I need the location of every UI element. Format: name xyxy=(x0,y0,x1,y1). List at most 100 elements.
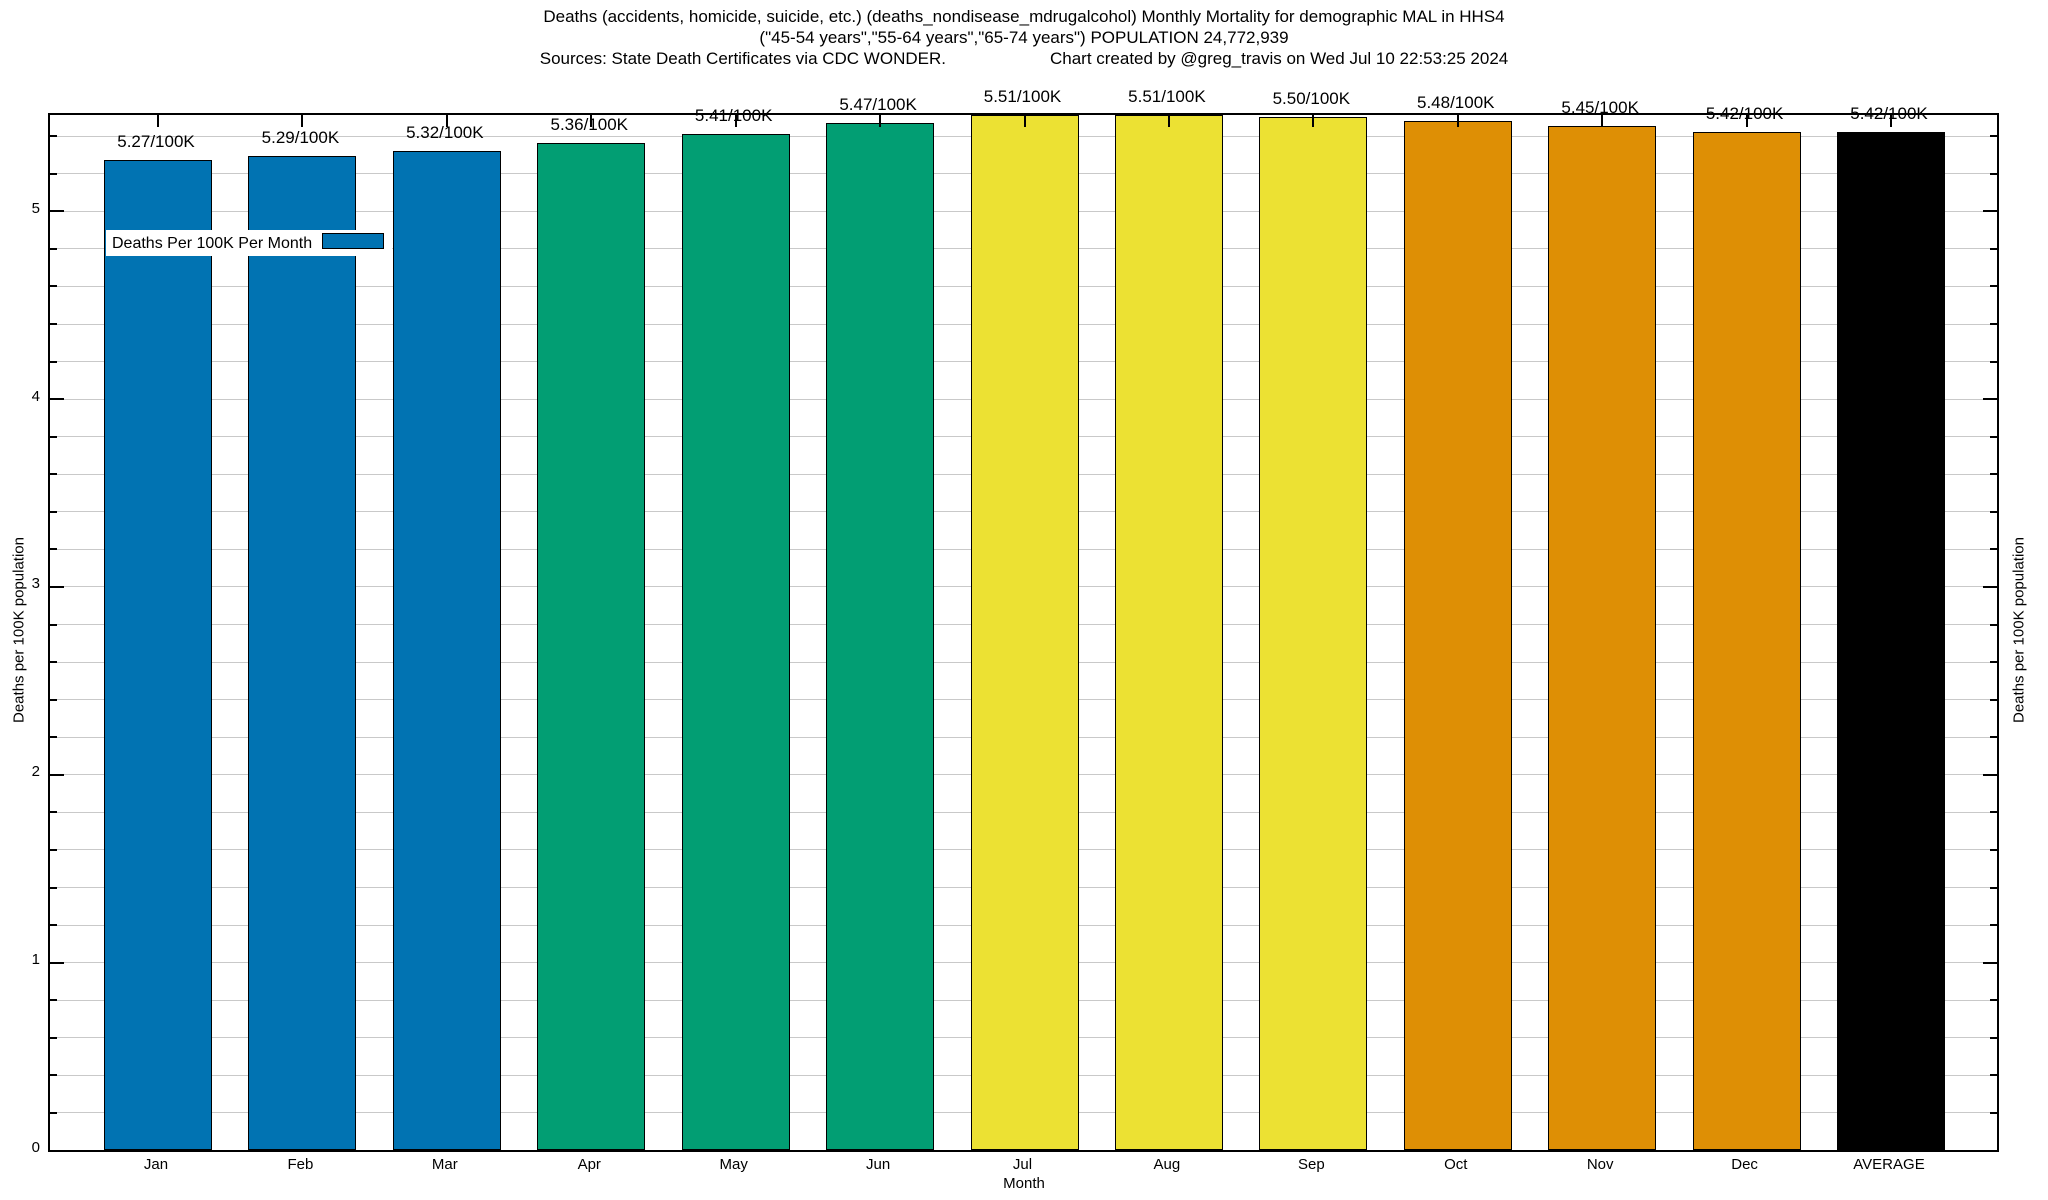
left-axis-tick-4 xyxy=(50,398,64,401)
bar-oct xyxy=(1403,120,1512,1150)
y-tick-label-0: 0 xyxy=(31,1139,40,1156)
chart-title-line2: ("45-54 years","55-64 years","65-74 year… xyxy=(759,28,1289,47)
right-axis-tick-4.6 xyxy=(1990,285,1997,288)
x-tick-label-may: May xyxy=(719,1156,748,1173)
left-axis-tick-4.4 xyxy=(50,323,57,325)
bar-value-label-nov: 5.45/100K xyxy=(1561,98,1639,118)
bar-jul xyxy=(970,115,1079,1150)
bar-value-label-average: 5.42/100K xyxy=(1850,103,1928,123)
top-axis-tick-jul xyxy=(1023,115,1026,127)
bar-sep xyxy=(1259,116,1368,1150)
left-axis-tick-4.2 xyxy=(50,360,57,363)
right-axis-tick-3.4 xyxy=(1990,510,1997,513)
x-tick-label-aug: Aug xyxy=(1153,1156,1181,1173)
left-axis-tick-3.6 xyxy=(50,473,57,476)
bar-value-label-dec: 5.42/100K xyxy=(1705,103,1784,123)
left-axis-tick-1.4 xyxy=(50,886,57,889)
x-tick-label-average: AVERAGE xyxy=(1853,1156,1925,1173)
x-tick-label-jun: Jun xyxy=(865,1156,891,1173)
right-axis-tick-0.4 xyxy=(1990,1074,1997,1077)
bar-value-label-jan: 5.27/100K xyxy=(117,132,195,152)
x-tick-label-oct: Oct xyxy=(1444,1156,1468,1173)
y-tick-label-3: 3 xyxy=(31,575,40,593)
left-axis-tick-4.8 xyxy=(50,247,57,250)
bar-value-label-oct: 5.48/100K xyxy=(1416,92,1495,112)
sources-text: Sources: State Death Certificates via CD… xyxy=(539,49,946,68)
top-axis-tick-feb xyxy=(301,115,304,127)
bar-value-label-may: 5.41/100K xyxy=(694,105,773,125)
left-axis-tick-1.8 xyxy=(50,811,57,814)
bar-value-label-aug: 5.51/100K xyxy=(1128,87,1206,106)
right-axis-tick-0.2 xyxy=(1990,1111,1997,1114)
x-tick-label-jan: Jan xyxy=(143,1156,169,1173)
left-axis-tick-2.8 xyxy=(50,623,57,626)
right-axis-tick-3.8 xyxy=(1990,435,1997,438)
top-axis-tick-oct xyxy=(1456,115,1459,127)
bar-apr xyxy=(537,143,646,1150)
left-axis-tick-0.6 xyxy=(50,1036,57,1039)
x-axis-label: Month xyxy=(1003,1175,1045,1192)
left-axis-tick-4.6 xyxy=(50,285,57,288)
bar-nov xyxy=(1548,126,1657,1150)
right-axis-tick-4.2 xyxy=(1990,360,1997,363)
y-tick-label-4: 4 xyxy=(31,387,40,405)
left-axis-tick-1.2 xyxy=(50,924,57,927)
legend: Deaths Per 100K Per Month xyxy=(106,230,393,256)
y-tick-label-2: 2 xyxy=(31,763,40,781)
right-axis-tick-2.6 xyxy=(1990,661,1997,664)
x-tick-label-dec: Dec xyxy=(1731,1156,1758,1173)
bar-jan xyxy=(104,160,212,1150)
y-axis-label-left: Deaths per 100K population xyxy=(10,537,28,723)
left-axis-tick-3.2 xyxy=(50,548,57,551)
right-axis-tick-2 xyxy=(1983,773,1997,776)
plot-area: Deaths Per 100K Per Month xyxy=(48,113,1999,1152)
top-axis-tick-dec xyxy=(1745,115,1748,127)
right-axis-tick-5 xyxy=(1983,210,1997,213)
left-axis-tick-0.2 xyxy=(50,1111,57,1114)
right-axis-tick-1 xyxy=(1983,961,1997,964)
right-axis-tick-0.8 xyxy=(1990,999,1997,1002)
left-axis-tick-1 xyxy=(50,961,64,964)
right-axis-tick-1.8 xyxy=(1990,811,1997,814)
bar-may xyxy=(681,133,790,1150)
left-axis-tick-2.2 xyxy=(50,736,57,739)
right-axis-tick-2.2 xyxy=(1990,736,1997,739)
top-axis-tick-jun xyxy=(879,115,882,127)
bar-dec xyxy=(1692,131,1801,1150)
chart-title-line1: Deaths (accidents, homicide, suicide, et… xyxy=(543,7,1505,26)
y-tick-label-1: 1 xyxy=(31,951,40,969)
left-axis-tick-2.4 xyxy=(50,698,57,701)
bar-value-label-sep: 5.50/100K xyxy=(1272,88,1351,108)
x-tick-label-jul: Jul xyxy=(1012,1156,1033,1173)
right-axis-tick-4 xyxy=(1983,398,1997,401)
bar-value-label-feb: 5.29/100K xyxy=(261,128,340,148)
right-axis-tick-3.2 xyxy=(1990,548,1997,551)
x-tick-label-sep: Sep xyxy=(1297,1156,1325,1173)
left-axis-tick-2.6 xyxy=(50,661,57,664)
bar-mar xyxy=(392,150,501,1150)
credit-text: Chart created by @greg_travis on Wed Jul… xyxy=(1049,49,1509,68)
bar-jun xyxy=(826,122,935,1150)
x-tick-label-mar: Mar xyxy=(431,1156,458,1173)
left-axis-tick-1.6 xyxy=(50,848,57,851)
right-axis-tick-0.6 xyxy=(1990,1036,1997,1039)
left-axis-tick-3.4 xyxy=(50,510,57,513)
right-axis-tick-1.2 xyxy=(1990,924,1997,927)
left-axis-tick-3 xyxy=(50,585,64,588)
top-axis-tick-nov xyxy=(1601,115,1604,127)
x-tick-label-nov: Nov xyxy=(1586,1156,1614,1173)
right-axis-tick-1.4 xyxy=(1990,886,1997,889)
x-tick-label-feb: Feb xyxy=(287,1156,314,1173)
left-axis-tick-2 xyxy=(50,773,64,776)
left-axis-tick-5.2 xyxy=(50,172,57,175)
left-axis-tick-3.8 xyxy=(50,435,57,438)
right-axis-tick-2.4 xyxy=(1990,698,1997,701)
y-axis-label-right: Deaths per 100K population xyxy=(2010,537,2028,723)
legend-label: Deaths Per 100K Per Month xyxy=(112,235,313,252)
bar-value-label-jun: 5.47/100K xyxy=(839,94,917,114)
top-axis-tick-sep xyxy=(1312,115,1315,127)
legend-color-swatch xyxy=(322,233,385,249)
bar-value-label-jul: 5.51/100K xyxy=(983,87,1062,106)
top-axis-tick-aug xyxy=(1167,115,1170,127)
x-tick-label-apr: Apr xyxy=(577,1156,601,1173)
